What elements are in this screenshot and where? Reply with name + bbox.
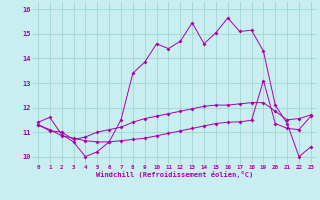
X-axis label: Windchill (Refroidissement éolien,°C): Windchill (Refroidissement éolien,°C) [96,171,253,178]
